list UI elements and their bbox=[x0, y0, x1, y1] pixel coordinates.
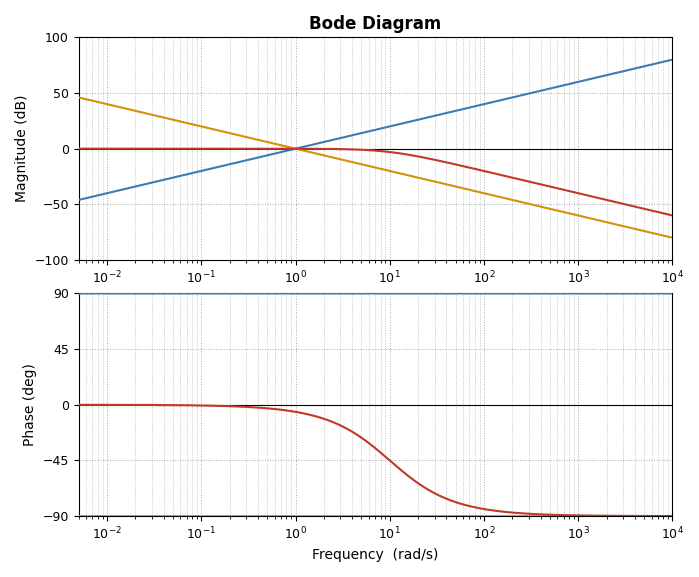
X-axis label: Frequency  (rad/s): Frequency (rad/s) bbox=[312, 548, 439, 562]
Y-axis label: Phase (deg): Phase (deg) bbox=[23, 364, 37, 446]
Y-axis label: Magnitude (dB): Magnitude (dB) bbox=[15, 95, 29, 203]
Title: Bode Diagram: Bode Diagram bbox=[310, 15, 442, 33]
